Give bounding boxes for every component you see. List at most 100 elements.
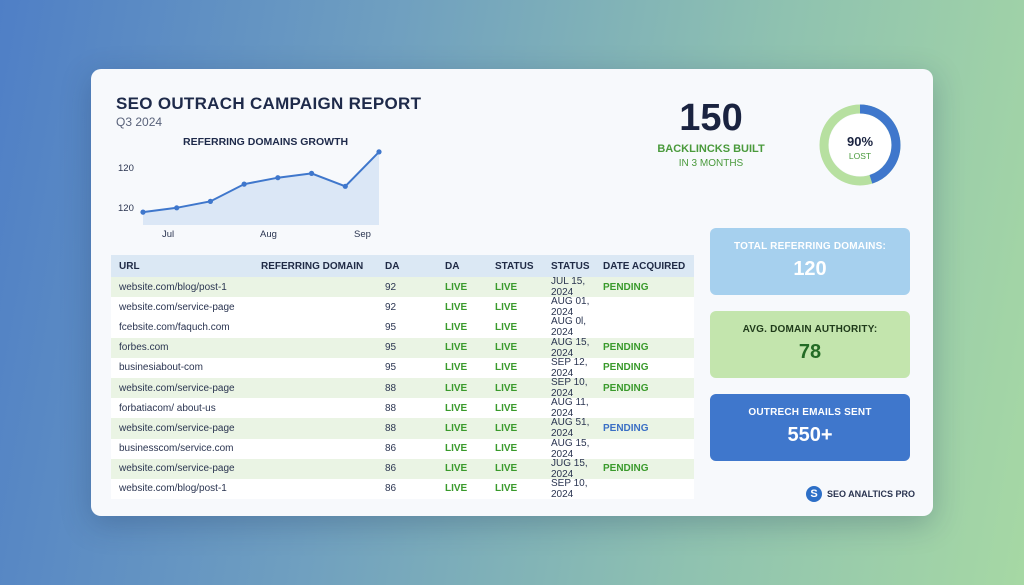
x-tick-label: Aug — [260, 229, 277, 240]
row-status: LIVE — [445, 382, 468, 394]
row-url: website.com/service-page — [119, 422, 235, 434]
backlinks-period: IN 3 MONTHS — [678, 158, 744, 169]
row-da: 92 — [385, 301, 397, 313]
row-date: AUG 01, 2024 — [551, 296, 590, 319]
row-status: LIVE — [445, 402, 468, 414]
row-pending-badge: PENDING — [603, 342, 649, 354]
row-pending-badge: PENDING — [603, 463, 649, 475]
row-date: JUG 15, 2024 — [551, 457, 588, 480]
lost-donut-chart: 90% LOST — [819, 104, 901, 186]
outreach-emails-value: 550+ — [787, 424, 833, 446]
table-body: website.com/blog/post-1 92 LIVE LIVE JUL 15,… — [111, 276, 694, 500]
report-card: SEO OUTRACH CAMPAIGN REPORT Q3 2024 REFE… — [91, 69, 933, 516]
row-pending-badge: PENDING — [603, 382, 649, 394]
row-status-2: LIVE — [495, 321, 518, 333]
brand-logo-icon: S — [806, 486, 822, 502]
row-status-2: LIVE — [495, 463, 518, 475]
row-da: 88 — [385, 382, 397, 394]
total-referring-domains-label: TOTAL REFERRING DOMAINS: — [733, 241, 887, 252]
row-status-2: LIVE — [495, 301, 518, 313]
total-referring-domains-value: 120 — [793, 258, 827, 280]
donut-caption: LOST — [849, 151, 871, 161]
row-da: 88 — [385, 402, 397, 414]
outreach-emails-card: OUTRECH EMAILS SENT 550+ — [710, 394, 910, 461]
row-status: LIVE — [445, 362, 468, 374]
row-status-2: LIVE — [495, 382, 518, 394]
table-row[interactable]: website.com/service-page 86 LIVE LIVE JUG 15… — [111, 457, 694, 480]
brand-name: SEO ANALTICS PRO — [827, 489, 916, 499]
row-date: AUG 0l, 2024 — [551, 316, 587, 339]
table-row[interactable]: forbatiacom/ about-us 88 LIVE LIVE AUG 11, 2… — [111, 397, 694, 419]
avg-domain-authority-label: AVG. DOMAIN AUTHORITY: — [742, 324, 878, 335]
table-row[interactable]: fcebsite.com/faquch.com 95 LIVE LIVE AUG 0l,… — [111, 316, 694, 339]
data-point — [308, 170, 315, 176]
row-date: AUG 15, 2024 — [551, 336, 590, 359]
table-row[interactable]: forbes.com 95 LIVE LIVE AUG 15, 2024 PENDING — [111, 336, 694, 359]
outreach-emails-label: OUTRECH EMAILS SENT — [748, 407, 872, 418]
row-da: 95 — [385, 321, 397, 333]
row-da: 86 — [385, 483, 397, 495]
data-point — [275, 175, 281, 181]
row-date: SEP 12, 2024 — [551, 356, 588, 379]
backlinks-label: BACKLINCKS BUILT — [657, 143, 765, 155]
col-header-url[interactable]: URL — [119, 260, 140, 272]
row-url: website.com/blog/post-1 — [119, 483, 227, 495]
series-line — [142, 151, 380, 214]
row-url: website.com/service-page — [119, 382, 235, 394]
donut-percent: 90% — [847, 134, 873, 149]
row-date: JUL 15, 2024 — [551, 276, 586, 299]
table-row[interactable]: businesiabout-com 95 LIVE LIVE SEP 12, 2024 P… — [111, 356, 694, 379]
row-date: SEP 10, 2024 — [551, 477, 588, 500]
chart-title: REFERRING DOMAINS GROWTH — [183, 136, 348, 148]
y-tick-label: 120 — [118, 203, 134, 214]
col-header-referring-domain[interactable]: REFERRING DOMAIN — [261, 260, 364, 272]
row-status-2: LIVE — [495, 342, 518, 354]
table-row[interactable]: website.com/blog/post-1 92 LIVE LIVE JUL 15,… — [111, 276, 694, 299]
row-status: LIVE — [445, 321, 468, 333]
row-da: 95 — [385, 362, 397, 374]
row-status-2: LIVE — [495, 443, 518, 455]
row-url: website.com/service-page — [119, 301, 235, 313]
page-title: SEO OUTRACH CAMPAIGN REPORT — [116, 94, 422, 113]
row-status: LIVE — [445, 443, 468, 455]
row-date: AUG 15, 2024 — [551, 437, 590, 460]
row-status-2: LIVE — [495, 362, 518, 374]
col-header-status[interactable]: STATUS — [495, 260, 534, 272]
data-point — [241, 181, 247, 187]
row-url: forbatiacom/ about-us — [119, 402, 216, 414]
table-header: URL REFERRING DOMAIN DA DA STATUS STATUS… — [111, 255, 694, 277]
col-header-date[interactable]: DATE ACQUIRED — [603, 260, 686, 272]
row-status: LIVE — [445, 463, 468, 475]
avg-domain-authority-value: 78 — [798, 341, 822, 363]
table-row[interactable]: businesscom/service.com 86 LIVE LIVE AUG 15,… — [111, 437, 694, 460]
row-url: businesscom/service.com — [119, 443, 234, 455]
table-row[interactable]: website.com/service-page 92 LIVE LIVE AUG 01… — [111, 296, 694, 319]
col-header-da[interactable]: DA — [385, 260, 400, 272]
brand: S SEO ANALTICS PRO — [806, 486, 915, 502]
row-da: 92 — [385, 281, 397, 293]
row-da: 95 — [385, 342, 397, 354]
y-tick-label: 120 — [118, 163, 134, 174]
row-status: LIVE — [445, 342, 468, 354]
col-header-da-2[interactable]: DA — [445, 260, 460, 272]
donut-arc — [819, 104, 901, 186]
row-url: fcebsite.com/faquch.com — [119, 321, 230, 333]
col-header-status-2[interactable]: STATUS — [551, 260, 590, 272]
row-status-2: LIVE — [495, 483, 518, 495]
row-status-2: LIVE — [495, 422, 518, 434]
table-row[interactable]: website.com/service-page 88 LIVE LIVE SEP 10… — [111, 377, 694, 399]
row-url: website.com/service-page — [119, 463, 235, 475]
row-da: 88 — [385, 422, 397, 434]
data-point — [376, 149, 382, 155]
row-da: 86 — [385, 463, 397, 475]
referring-domains-chart: REFERRING DOMAINS GROWTH 120 120 Jul Aug… — [118, 136, 382, 240]
table-row[interactable]: website.com/blog/post-1 86 LIVE LIVE SEP 10,… — [111, 477, 694, 500]
row-status: LIVE — [445, 483, 468, 495]
row-date: AUG 51, 2024 — [551, 417, 590, 440]
data-point — [342, 183, 348, 189]
table-row[interactable]: website.com/service-page 88 LIVE LIVE AUG 51… — [111, 417, 694, 440]
row-pending-badge: PENDING — [603, 422, 649, 434]
avg-domain-authority-card: AVG. DOMAIN AUTHORITY: 78 — [710, 311, 910, 378]
row-pending-badge: PENDING — [603, 362, 649, 374]
data-point — [174, 205, 180, 211]
